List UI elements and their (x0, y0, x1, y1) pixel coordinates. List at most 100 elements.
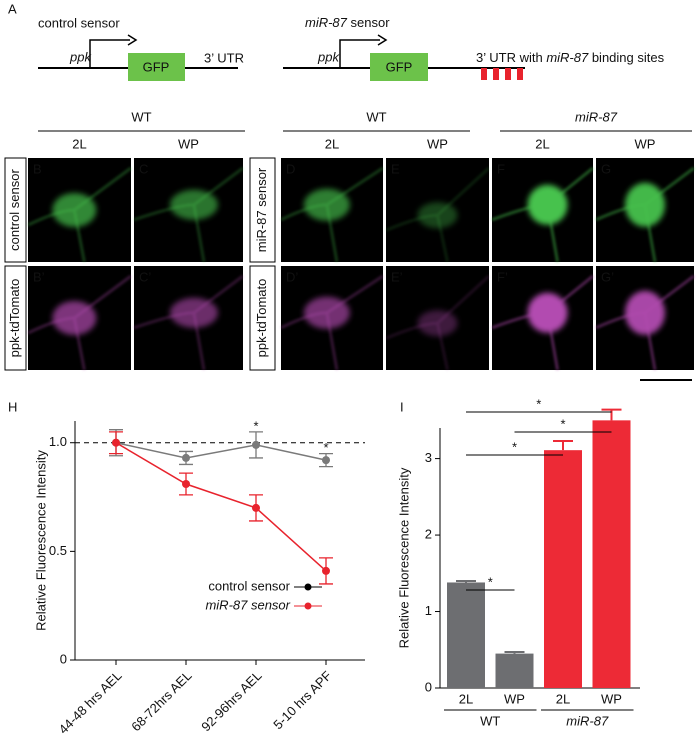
binding-sites (481, 68, 523, 80)
promoter-arrow (127, 34, 138, 46)
point (112, 438, 120, 447)
y-tick-label: 0 (60, 651, 67, 666)
utr-text: binding sites (588, 50, 664, 65)
bar (544, 450, 582, 688)
cell-body (625, 290, 665, 335)
panel-label: F (497, 161, 505, 176)
gene-box (128, 53, 185, 81)
promoter-label: ppk (317, 49, 340, 64)
x-tick-label: 44-48 hrs AEL (56, 668, 125, 737)
row-label: ppk-tdTomato (254, 279, 269, 358)
gene-label: GFP (386, 59, 413, 74)
gene-name: miR-87 (305, 15, 348, 30)
title-text: sensor (347, 15, 390, 30)
point (182, 453, 190, 462)
bar (447, 582, 485, 688)
panel-label: G’ (601, 269, 614, 284)
significance-star: * (512, 439, 517, 454)
panel-label: F’ (497, 269, 508, 284)
panel-label: B (33, 161, 42, 176)
y-tick-label: 3 (425, 450, 432, 465)
x-tick-label: 92-96hrs AEL (198, 668, 264, 734)
significance-star: * (253, 418, 258, 433)
x-tick-label: 68-72hrs AEL (128, 668, 194, 734)
group-label: WT (131, 109, 151, 124)
x-tick-label: 5-10 hrs APF (270, 668, 334, 732)
cell-body (417, 310, 458, 337)
utr-label: 3’ UTR with miR-87 binding sites (476, 50, 665, 65)
column-label: 2L (325, 136, 339, 151)
point (322, 456, 330, 465)
bar (495, 653, 534, 688)
legend-marker (304, 602, 312, 610)
legend-label: control sensor (208, 578, 290, 593)
legend-marker (304, 583, 312, 591)
panel-label: D’ (286, 269, 298, 284)
promoter-arrow (377, 34, 388, 46)
utr-text: 3’ UTR with (476, 50, 546, 65)
significance-star: * (536, 396, 541, 411)
error-bar (553, 440, 573, 451)
cell-body (527, 292, 568, 333)
promoter-label: ppk (69, 49, 92, 64)
error-bar (504, 651, 525, 654)
panel-label: D (286, 161, 295, 176)
sensor-title: miR-87 sensor (305, 15, 390, 30)
promoter-arrow (339, 39, 380, 68)
point (252, 440, 260, 449)
panel-label: A (8, 1, 17, 16)
panel-label: C (139, 161, 148, 176)
cell-body (169, 189, 218, 220)
panel-label: B’ (33, 269, 45, 284)
panel-label: C’ (139, 269, 151, 284)
significance-star: * (488, 574, 493, 589)
promoter-arrow (89, 39, 130, 68)
row-label-box (249, 265, 276, 371)
utr-label: 3’ UTR (204, 50, 244, 65)
row-label-box (4, 157, 27, 263)
row-label: ppk-tdTomato (7, 279, 22, 358)
panel-label: E’ (391, 269, 403, 284)
row-label: control sensor (7, 169, 22, 251)
y-tick-label: 0 (425, 679, 432, 694)
point (182, 480, 190, 489)
group-label: miR-87 (575, 109, 618, 124)
cell-body (625, 182, 665, 227)
y-tick-label: 1.0 (49, 434, 67, 449)
panel-label: I (400, 399, 404, 414)
y-axis-label: Relative Fluorescence Intensity (396, 467, 411, 648)
legend-label: miR-87 sensor (205, 597, 290, 612)
group-label: miR-87 (566, 713, 609, 728)
x-tick-label: WP (504, 691, 525, 706)
panel-label: E (391, 161, 400, 176)
column-label: 2L (72, 136, 86, 151)
column-label: 2L (535, 136, 549, 151)
row-label: miR-87 sensor (254, 167, 269, 252)
row-label-box (4, 265, 27, 371)
y-tick-label: 0.5 (49, 543, 67, 558)
x-tick-label: 2L (556, 691, 570, 706)
cell-body (303, 296, 350, 329)
gene-box (370, 53, 428, 81)
y-tick-label: 1 (425, 603, 432, 618)
gene-label: GFP (143, 59, 170, 74)
row-label-box (249, 157, 276, 263)
point (252, 503, 260, 512)
sensor-title: control sensor (38, 15, 120, 30)
column-label: WP (178, 136, 199, 151)
bar (592, 420, 631, 688)
series-line (115, 442, 327, 572)
significance-star: * (560, 416, 565, 431)
cell-body (52, 193, 97, 227)
error-bar (456, 579, 476, 583)
cell-body (169, 297, 218, 328)
group-label: WT (480, 713, 500, 728)
significance-star: * (323, 440, 328, 455)
panel-label: H (8, 399, 17, 414)
x-tick-label: WP (601, 691, 622, 706)
cell-body (52, 301, 97, 335)
panel-label: G (601, 161, 611, 176)
group-label: WT (366, 109, 386, 124)
gene-name: miR-87 (546, 50, 589, 65)
